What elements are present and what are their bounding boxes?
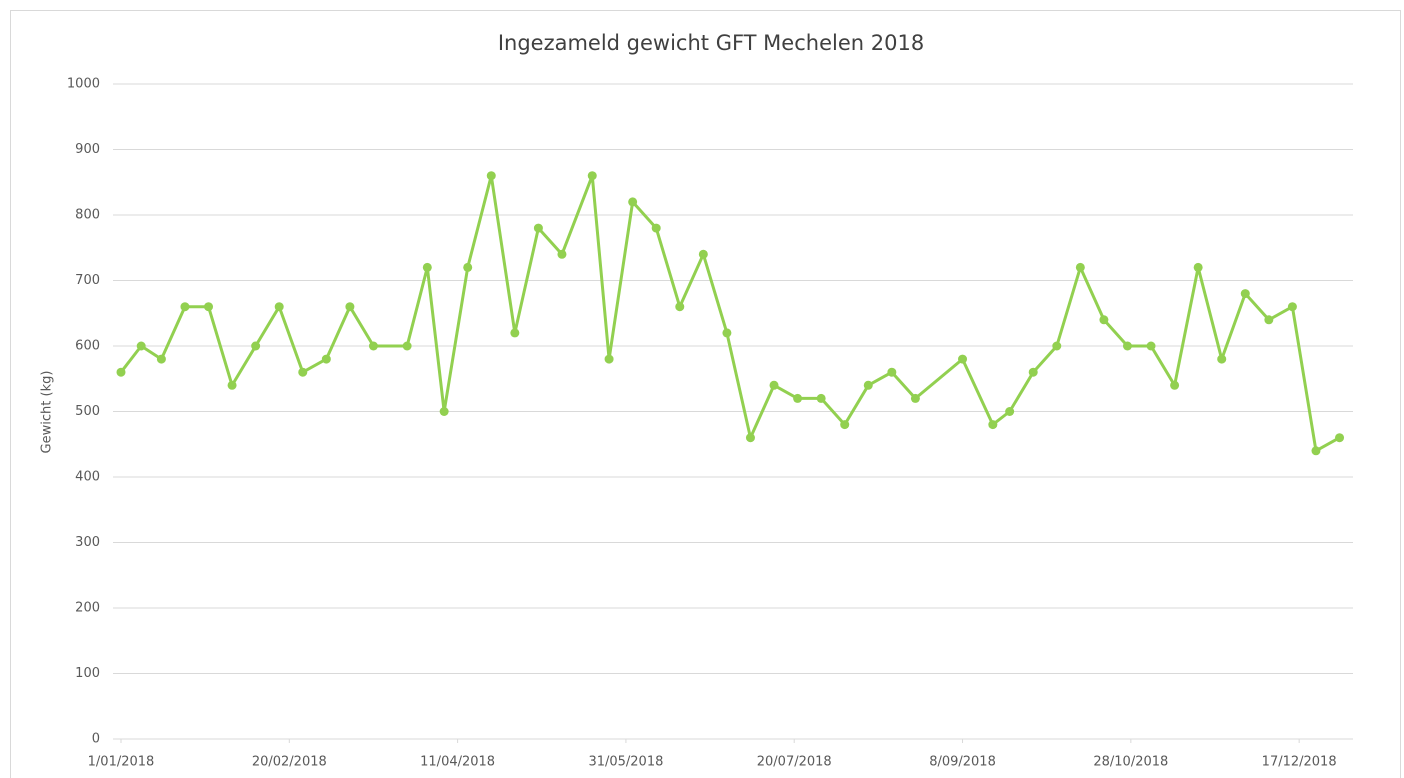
y-tick-label: 900 (75, 142, 100, 157)
x-tick-label: 20/07/2018 (757, 755, 832, 770)
chart-border (10, 10, 1401, 778)
data-point (840, 420, 850, 430)
data-point (116, 367, 126, 377)
data-point (587, 171, 597, 181)
data-point (204, 302, 214, 312)
data-point (910, 393, 920, 403)
x-tick-label: 17/12/2018 (1262, 755, 1337, 770)
data-point (651, 223, 661, 233)
data-point (958, 354, 968, 364)
data-point (136, 341, 146, 351)
data-point (863, 380, 873, 390)
data-point (180, 302, 190, 312)
data-point (745, 433, 755, 443)
y-tick-label: 300 (75, 535, 100, 550)
chart-title: Ingezameld gewicht GFT Mechelen 2018 (498, 31, 924, 55)
y-tick-label: 700 (75, 273, 100, 288)
data-point (1122, 341, 1132, 351)
data-point (486, 171, 496, 181)
x-tick-label: 28/10/2018 (1093, 755, 1168, 770)
data-point (510, 328, 520, 338)
data-point (368, 341, 378, 351)
data-point (1146, 341, 1156, 351)
y-tick-label: 1000 (67, 77, 100, 92)
data-point (698, 249, 708, 259)
data-point (298, 367, 308, 377)
data-point (402, 341, 412, 351)
data-point (675, 302, 685, 312)
data-point (1311, 446, 1321, 456)
data-point (463, 262, 473, 272)
data-point (604, 354, 614, 364)
data-point (345, 302, 355, 312)
y-tick-label: 0 (92, 732, 100, 747)
data-point (557, 249, 567, 259)
x-tick-label: 1/01/2018 (88, 755, 155, 770)
data-point (1240, 289, 1250, 299)
y-tick-label: 100 (75, 666, 100, 681)
data-point (251, 341, 261, 351)
y-tick-label: 800 (75, 208, 100, 223)
data-point (321, 354, 331, 364)
data-point (227, 380, 237, 390)
y-tick-label: 400 (75, 470, 100, 485)
y-tick-label: 200 (75, 601, 100, 616)
data-point (769, 380, 779, 390)
data-point (422, 262, 432, 272)
data-point (156, 354, 166, 364)
y-tick-label: 600 (75, 339, 100, 354)
data-point (1028, 367, 1038, 377)
data-point (1264, 315, 1274, 325)
data-point (1075, 262, 1085, 272)
data-point (274, 302, 284, 312)
y-axis-label: Gewicht (kg) (40, 371, 55, 454)
y-tick-label: 500 (75, 404, 100, 419)
data-point (722, 328, 732, 338)
x-tick-label: 11/04/2018 (420, 755, 495, 770)
data-point (1287, 302, 1297, 312)
data-point (1052, 341, 1062, 351)
data-point (1335, 433, 1345, 443)
data-point (533, 223, 543, 233)
x-tick-label: 31/05/2018 (588, 755, 663, 770)
x-tick-label: 8/09/2018 (929, 755, 996, 770)
data-point (1193, 262, 1203, 272)
data-point (439, 407, 449, 416)
data-point (1170, 380, 1180, 390)
data-point (793, 393, 803, 403)
data-point (816, 393, 826, 403)
data-point (1099, 315, 1109, 325)
data-point (1005, 407, 1015, 416)
data-point (988, 420, 998, 430)
data-point (1217, 354, 1227, 364)
data-point (628, 197, 638, 207)
data-point (887, 367, 897, 377)
data-line (119, 174, 1341, 453)
x-tick-label: 20/02/2018 (252, 755, 327, 770)
